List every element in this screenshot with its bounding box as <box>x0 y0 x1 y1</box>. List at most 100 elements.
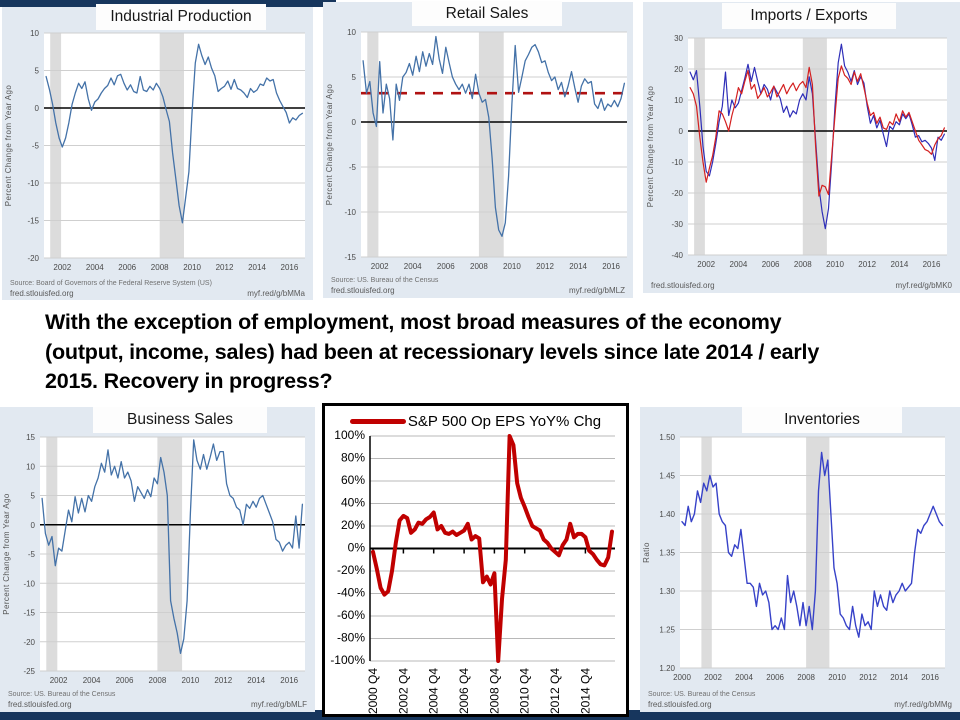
statement-line-2: (output, income, sales) had been at rece… <box>45 339 820 364</box>
svg-text:1.45: 1.45 <box>659 472 675 481</box>
svg-text:-15: -15 <box>27 217 39 226</box>
top-navy-strip <box>0 0 336 7</box>
svg-text:2012 Q4: 2012 Q4 <box>548 668 562 714</box>
svg-text:-20: -20 <box>23 638 35 647</box>
chart-inventories: 1.50 1.45 1.40 1.35 1.30 1.25 1.20 2000 2002 2004… <box>640 407 960 712</box>
svg-text:1.35: 1.35 <box>659 549 675 558</box>
svg-text:2002: 2002 <box>704 673 722 682</box>
sp500-legend-label: S&P 500 Op EPS YoY% Chg <box>407 413 602 430</box>
svg-text:-10: -10 <box>23 579 35 588</box>
svg-text:2016: 2016 <box>281 263 299 272</box>
fred-url: fred.stlouisfed.org <box>648 700 712 709</box>
svg-text:Percent Change from Year Ago: Percent Change from Year Ago <box>646 86 655 208</box>
sp500-legend: S&P 500 Op EPS YoY% Chg <box>325 413 626 430</box>
svg-text:-25: -25 <box>23 667 35 676</box>
svg-text:2012: 2012 <box>859 673 877 682</box>
chart-sp500-eps: S&P 500 Op EPS YoY% Chg 100% 80% 60% 40% 20%… <box>322 403 629 717</box>
svg-text:10: 10 <box>347 28 356 37</box>
source-line: Source: US. Bureau of the Census <box>8 691 116 698</box>
svg-text:-10: -10 <box>344 208 356 217</box>
short-url: myf.red/g/bMLF <box>250 700 307 709</box>
svg-text:2002: 2002 <box>371 262 389 271</box>
short-url: myf.red/g/bMMa <box>247 289 305 298</box>
svg-text:2000: 2000 <box>673 673 691 682</box>
source-line: Source: US. Bureau of the Census <box>331 277 439 284</box>
fred-url: fred.stlouisfed.org <box>651 281 715 290</box>
svg-text:-15: -15 <box>23 609 35 618</box>
svg-text:-20%: -20% <box>337 563 365 577</box>
svg-text:-15: -15 <box>344 253 356 262</box>
source-line: Source: Board of Governors of the Federa… <box>10 280 212 287</box>
svg-text:0%: 0% <box>348 541 366 555</box>
short-url: myf.red/g/bMLZ <box>568 286 625 295</box>
svg-text:-5: -5 <box>32 142 40 151</box>
chart-title-industrial-production: Industrial Production <box>96 4 266 30</box>
svg-text:2014: 2014 <box>890 673 908 682</box>
svg-text:100%: 100% <box>334 428 365 442</box>
sp500-plot: 100%80%60%40%20%0%-20%-40%-60%-80%-100%2… <box>330 428 615 714</box>
svg-text:0: 0 <box>31 521 36 530</box>
svg-text:1.30: 1.30 <box>659 587 675 596</box>
svg-text:-20: -20 <box>671 189 683 198</box>
svg-text:2008: 2008 <box>151 263 169 272</box>
svg-text:2014: 2014 <box>569 262 587 271</box>
svg-text:20%: 20% <box>341 518 365 532</box>
svg-text:2012: 2012 <box>536 262 554 271</box>
fred-url: fred.stlouisfed.org <box>8 700 72 709</box>
svg-text:2010: 2010 <box>183 263 201 272</box>
svg-text:2008: 2008 <box>797 673 815 682</box>
svg-text:-60%: -60% <box>337 608 365 622</box>
svg-text:2010 Q4: 2010 Q4 <box>518 668 532 714</box>
fred-url: fred.stlouisfed.org <box>331 286 395 295</box>
svg-text:2004: 2004 <box>404 262 422 271</box>
svg-text:-5: -5 <box>349 163 357 172</box>
svg-text:-100%: -100% <box>330 653 365 667</box>
svg-text:Percent Change from Year Ago: Percent Change from Year Ago <box>2 493 11 615</box>
svg-text:-20: -20 <box>27 254 39 263</box>
svg-text:0: 0 <box>679 127 684 136</box>
svg-text:2010: 2010 <box>503 262 521 271</box>
svg-text:2008: 2008 <box>149 676 167 685</box>
svg-text:30: 30 <box>674 34 683 43</box>
svg-text:-80%: -80% <box>337 631 365 645</box>
svg-text:2010: 2010 <box>182 676 200 685</box>
svg-text:10: 10 <box>674 96 683 105</box>
svg-text:1.40: 1.40 <box>659 510 675 519</box>
svg-text:0: 0 <box>35 104 40 113</box>
svg-text:2004: 2004 <box>83 676 101 685</box>
svg-text:1.25: 1.25 <box>659 626 675 635</box>
svg-text:60%: 60% <box>341 473 365 487</box>
svg-text:-10: -10 <box>27 179 39 188</box>
svg-text:5: 5 <box>31 492 36 501</box>
svg-text:2006: 2006 <box>437 262 455 271</box>
svg-text:2016: 2016 <box>923 260 941 269</box>
chart-imports-exports: 30 20 10 0 -10 -20 -30 -40 2002 2004 2006 2008 2010 2… <box>643 2 960 293</box>
short-url: myf.red/g/bMK0 <box>895 281 952 290</box>
svg-text:2004: 2004 <box>86 263 104 272</box>
chart-business-sales: 15 10 5 0 -5 -10 -15 -20 -25 2002 2004 2006 2008 2010… <box>0 407 315 712</box>
svg-text:15: 15 <box>26 433 35 442</box>
svg-text:2006 Q4: 2006 Q4 <box>457 668 471 714</box>
svg-text:2016: 2016 <box>280 676 298 685</box>
svg-text:2006: 2006 <box>762 260 780 269</box>
svg-text:2006: 2006 <box>118 263 136 272</box>
svg-text:0: 0 <box>352 118 357 127</box>
svg-text:-40%: -40% <box>337 586 365 600</box>
svg-text:5: 5 <box>35 67 40 76</box>
chart-title-retail-sales: Retail Sales <box>412 1 562 26</box>
svg-text:2016: 2016 <box>921 673 939 682</box>
svg-text:2008: 2008 <box>470 262 488 271</box>
svg-text:-10: -10 <box>671 158 683 167</box>
svg-text:2006: 2006 <box>116 676 134 685</box>
svg-text:2010: 2010 <box>826 260 844 269</box>
svg-text:5: 5 <box>352 73 357 82</box>
svg-text:2014: 2014 <box>891 260 909 269</box>
retail-sales-plot: 10 5 0 -5 -10 -15 2002 2004 2006 2008 2010 2012 2014… <box>325 28 627 271</box>
svg-text:2004: 2004 <box>735 673 753 682</box>
statement-line-1: With the exception of employment, most b… <box>45 310 782 334</box>
svg-text:1.20: 1.20 <box>659 664 675 673</box>
chart-title-imports-exports: Imports / Exports <box>722 3 896 29</box>
svg-text:2002: 2002 <box>53 263 71 272</box>
